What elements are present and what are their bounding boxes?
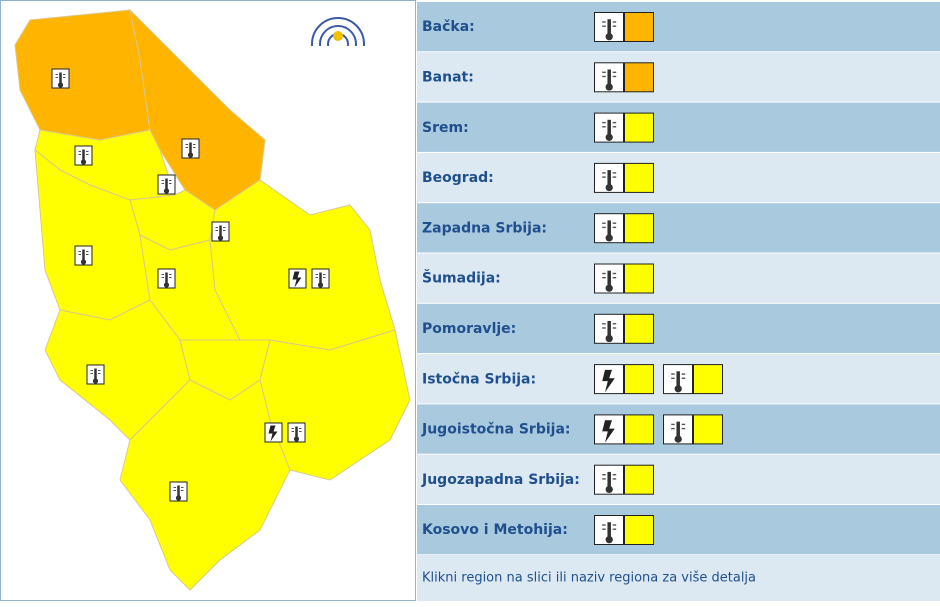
region-name[interactable]: Kosovo i Metohija: bbox=[422, 522, 568, 538]
warning-color bbox=[624, 12, 654, 42]
warning-color bbox=[624, 213, 654, 244]
region-name[interactable]: Šumadija: bbox=[422, 269, 501, 287]
warning-color bbox=[693, 364, 723, 395]
region-row bbox=[417, 203, 940, 253]
region-table: Bačka: Banat: Srem: Beograd: Zapadna Srbija:… bbox=[417, 2, 940, 555]
map-warning-icon bbox=[181, 138, 200, 159]
warning bbox=[663, 364, 723, 395]
map-warning-icon bbox=[74, 245, 93, 266]
region-name[interactable]: Srem: bbox=[422, 120, 469, 136]
region-name[interactable]: Bačka: bbox=[422, 19, 475, 35]
region-name[interactable]: Beograd: bbox=[422, 170, 494, 186]
map-region[interactable] bbox=[119, 379, 291, 591]
region-row bbox=[417, 152, 940, 203]
warning-color bbox=[693, 414, 723, 445]
map-warning-icon bbox=[288, 268, 307, 289]
warning bbox=[594, 364, 654, 395]
warning-color bbox=[624, 263, 654, 294]
map-warning-icon bbox=[51, 68, 70, 89]
region-name[interactable]: Banat: bbox=[422, 69, 474, 85]
warning bbox=[594, 162, 654, 193]
footer-row bbox=[417, 555, 940, 601]
map-warning-icon bbox=[169, 481, 188, 502]
map-warning-icon bbox=[86, 364, 105, 385]
map-warning-icon bbox=[157, 268, 176, 289]
warning bbox=[594, 12, 654, 43]
warning-color bbox=[624, 162, 654, 193]
warning-color bbox=[624, 112, 654, 143]
warning bbox=[594, 414, 654, 445]
map-warning-icon bbox=[157, 174, 176, 195]
region-row bbox=[417, 303, 940, 354]
map-warning-icon bbox=[211, 221, 230, 242]
map-warning-icon bbox=[311, 268, 330, 289]
region-name[interactable]: Istočna Srbija: bbox=[422, 371, 536, 387]
warning bbox=[594, 313, 654, 344]
region-row bbox=[417, 454, 940, 504]
warning-color bbox=[624, 313, 654, 344]
map-warning-icon bbox=[264, 422, 283, 443]
region-name[interactable]: Jugozapadna Srbija: bbox=[421, 472, 580, 488]
warning-color bbox=[624, 515, 654, 545]
warning bbox=[594, 213, 654, 244]
warning bbox=[594, 515, 654, 546]
warning-color bbox=[624, 62, 654, 93]
warning-color bbox=[624, 464, 654, 495]
warning bbox=[594, 263, 654, 294]
region-name[interactable]: Pomoravlje: bbox=[422, 321, 516, 337]
map-warning-icon bbox=[74, 145, 93, 166]
map-warning-icon bbox=[287, 422, 306, 443]
region-row bbox=[417, 253, 940, 303]
map bbox=[14, 8, 411, 591]
footer-note: Klikni region na slici ili naziv regiona… bbox=[422, 571, 756, 586]
warning bbox=[663, 414, 723, 445]
warning bbox=[594, 112, 654, 143]
region-name[interactable]: Jugoistočna Srbija: bbox=[421, 422, 571, 438]
warning-color bbox=[624, 364, 654, 395]
map-region[interactable] bbox=[14, 9, 151, 141]
warning bbox=[594, 464, 654, 495]
logo bbox=[310, 17, 366, 72]
warning bbox=[594, 62, 654, 93]
region-row bbox=[417, 102, 940, 152]
region-row bbox=[417, 505, 940, 555]
warning-color bbox=[624, 414, 654, 445]
region-name[interactable]: Zapadna Srbija: bbox=[422, 220, 547, 236]
region-row bbox=[417, 2, 940, 52]
region-row bbox=[417, 52, 940, 102]
